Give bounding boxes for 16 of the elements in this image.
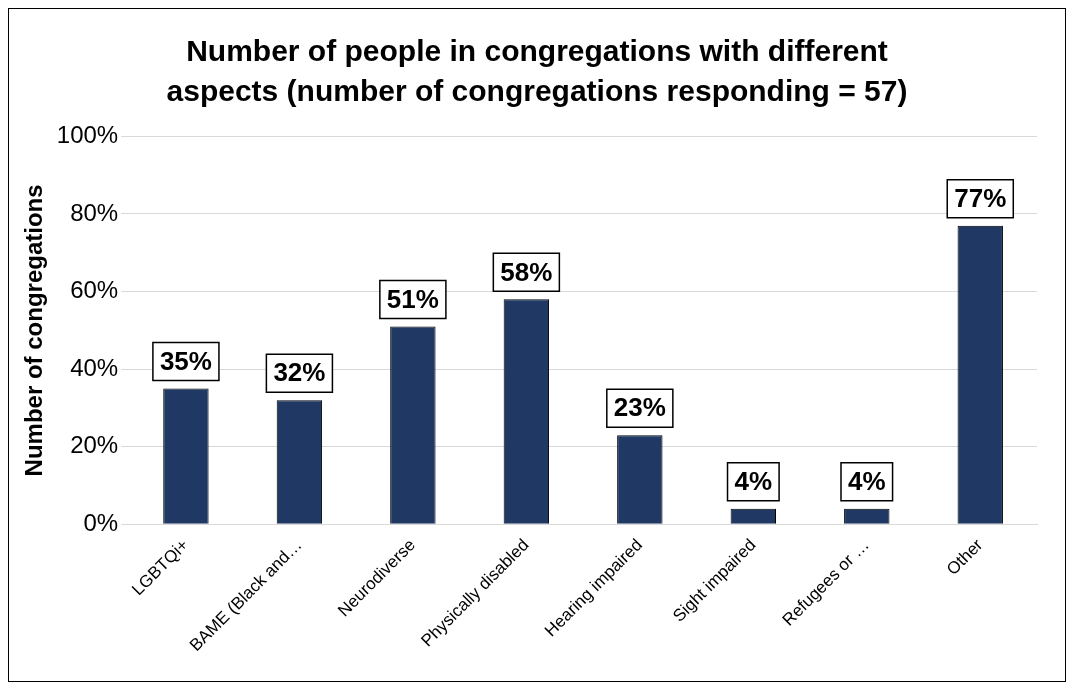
data-label: 32%	[273, 357, 326, 388]
data-label: 4%	[734, 466, 773, 497]
y-tick-label: 0%	[83, 508, 119, 536]
y-tick-label: 40%	[70, 353, 119, 381]
data-label: 51%	[386, 283, 439, 314]
y-axis-title: Number of congregations	[20, 184, 48, 477]
y-tick-label: 60%	[70, 276, 119, 304]
y-tick-label: 20%	[70, 431, 119, 459]
y-tick-label: 80%	[70, 198, 119, 226]
data-label: 77%	[954, 182, 1007, 213]
data-label: 35%	[159, 345, 212, 376]
chart-title: Number of people in congregations with different aspects (number of congregations responding = 57)	[165, 33, 909, 109]
data-label: 4%	[848, 466, 886, 497]
y-tick-label: 100%	[56, 121, 119, 149]
data-label: 58%	[500, 256, 553, 287]
data-label: 23%	[613, 392, 666, 423]
